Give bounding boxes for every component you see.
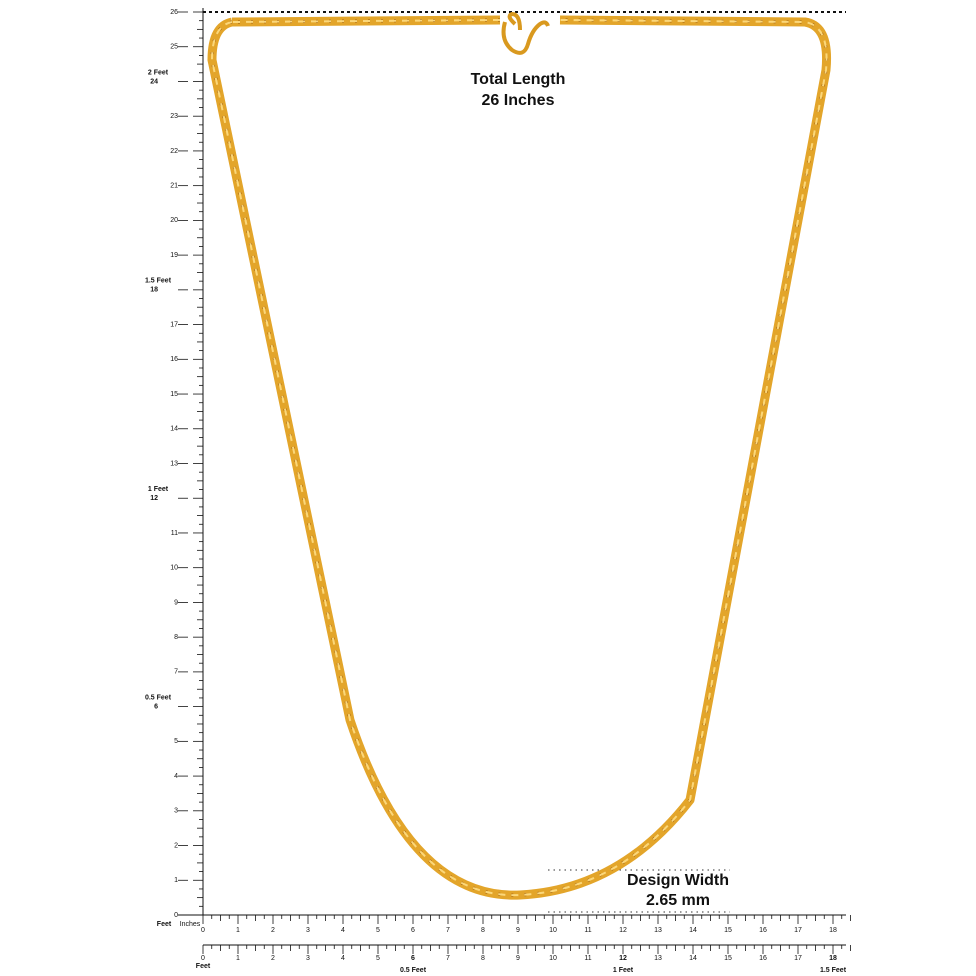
ruler-label: 11 — [584, 955, 591, 962]
ruler-label: 5 — [376, 955, 380, 962]
ruler-label: 25 — [170, 44, 178, 51]
ruler-feet-label: 1 Feet — [613, 967, 634, 974]
clasp — [501, 11, 550, 55]
ruler-label: 15 — [170, 391, 178, 398]
ruler-label: 12 — [619, 955, 627, 962]
ruler-label: 6 — [154, 703, 158, 710]
ruler-label: 7 — [446, 955, 450, 962]
ruler-feet-label: 1.5 Feet — [145, 278, 172, 285]
ruler-label: 8 — [481, 927, 485, 934]
ruler-label: 16 — [759, 955, 767, 962]
ruler-feet-label: 1.5 Feet — [820, 967, 847, 974]
ruler-label: 22 — [170, 148, 178, 155]
ruler-label: 15 — [724, 927, 732, 934]
ruler-label: 10 — [170, 565, 178, 572]
ruler-label: 17 — [794, 927, 802, 934]
feet-unit: Feet — [157, 921, 172, 928]
ruler-label: 19 — [170, 252, 178, 259]
ruler-label: 3 — [306, 927, 310, 934]
ruler-label: 9 — [174, 599, 178, 606]
ruler-label: 18 — [829, 955, 837, 962]
ruler-label: 3 — [306, 955, 310, 962]
design-width-value: 2.65 mm — [646, 892, 710, 909]
ruler-label: 2 — [271, 955, 275, 962]
ruler-feet-label: 1 Feet — [148, 486, 169, 493]
ruler-label: 0 — [201, 927, 205, 934]
ruler-label: 13 — [654, 955, 662, 962]
ruler-label: 0 — [174, 912, 178, 919]
ruler-label: 14 — [689, 927, 697, 934]
ruler-label: 16 — [170, 356, 178, 363]
ruler-label: 10 — [549, 955, 557, 962]
ruler-label: 6 — [411, 927, 415, 934]
ruler-label: 2 — [174, 842, 178, 849]
ruler-label: 4 — [341, 955, 345, 962]
ruler-label: 18 — [829, 927, 837, 934]
ruler-label: 12 — [619, 927, 627, 934]
ruler-label: 23 — [170, 113, 178, 120]
ruler-label: 26 — [170, 9, 178, 16]
ruler-label: 16 — [759, 927, 767, 934]
ruler-label: 1 — [236, 927, 240, 934]
feet-unit: Feet — [196, 963, 211, 970]
ruler-label: 21 — [170, 182, 178, 189]
ruler-label: 9 — [516, 955, 520, 962]
ruler-label: 13 — [654, 927, 662, 934]
ruler-label: 3 — [174, 808, 178, 815]
ruler-label: 7 — [446, 927, 450, 934]
ruler-label: 4 — [341, 927, 345, 934]
ruler-label: 6 — [411, 955, 415, 962]
ruler-label: 13 — [170, 460, 178, 467]
ruler-label: 0 — [201, 955, 205, 962]
ruler-label: 8 — [174, 634, 178, 641]
ruler-label: 15 — [724, 955, 732, 962]
ruler-label: 17 — [170, 321, 178, 328]
ruler-label: 5 — [174, 738, 178, 745]
ruler-label: 10 — [549, 927, 557, 934]
total-length-label: Total Length — [471, 71, 566, 88]
ruler-label: 7 — [174, 669, 178, 676]
ruler-label: 5 — [376, 927, 380, 934]
ruler-label: 14 — [689, 955, 697, 962]
chain — [207, 11, 832, 900]
ruler-label: 11 — [584, 927, 591, 934]
ruler-label: 2 — [271, 927, 275, 934]
ruler-label: 12 — [150, 495, 158, 502]
chain-highlight — [210, 19, 828, 897]
ruler-label: 8 — [481, 955, 485, 962]
ruler-feet-label: 0.5 Feet — [400, 967, 427, 974]
ruler-label: 14 — [170, 426, 178, 433]
design-width-label: Design Width — [627, 872, 729, 889]
ruler-label: 24 — [150, 78, 158, 85]
ruler-label: 1 — [174, 877, 178, 884]
ruler-feet-label: 2 Feet — [148, 69, 169, 76]
ruler-label: 17 — [794, 955, 802, 962]
ruler-feet-label: 0.5 Feet — [145, 694, 172, 701]
ruler-label: 18 — [150, 287, 158, 294]
ruler-label: 11 — [171, 530, 178, 537]
ruler-label: 1 — [236, 955, 240, 962]
ruler-label: 20 — [170, 217, 178, 224]
inches-unit: Inches — [180, 921, 201, 928]
total-length-value: 26 Inches — [482, 92, 555, 109]
ruler-label: 9 — [516, 927, 520, 934]
ruler-label: 4 — [174, 773, 178, 780]
